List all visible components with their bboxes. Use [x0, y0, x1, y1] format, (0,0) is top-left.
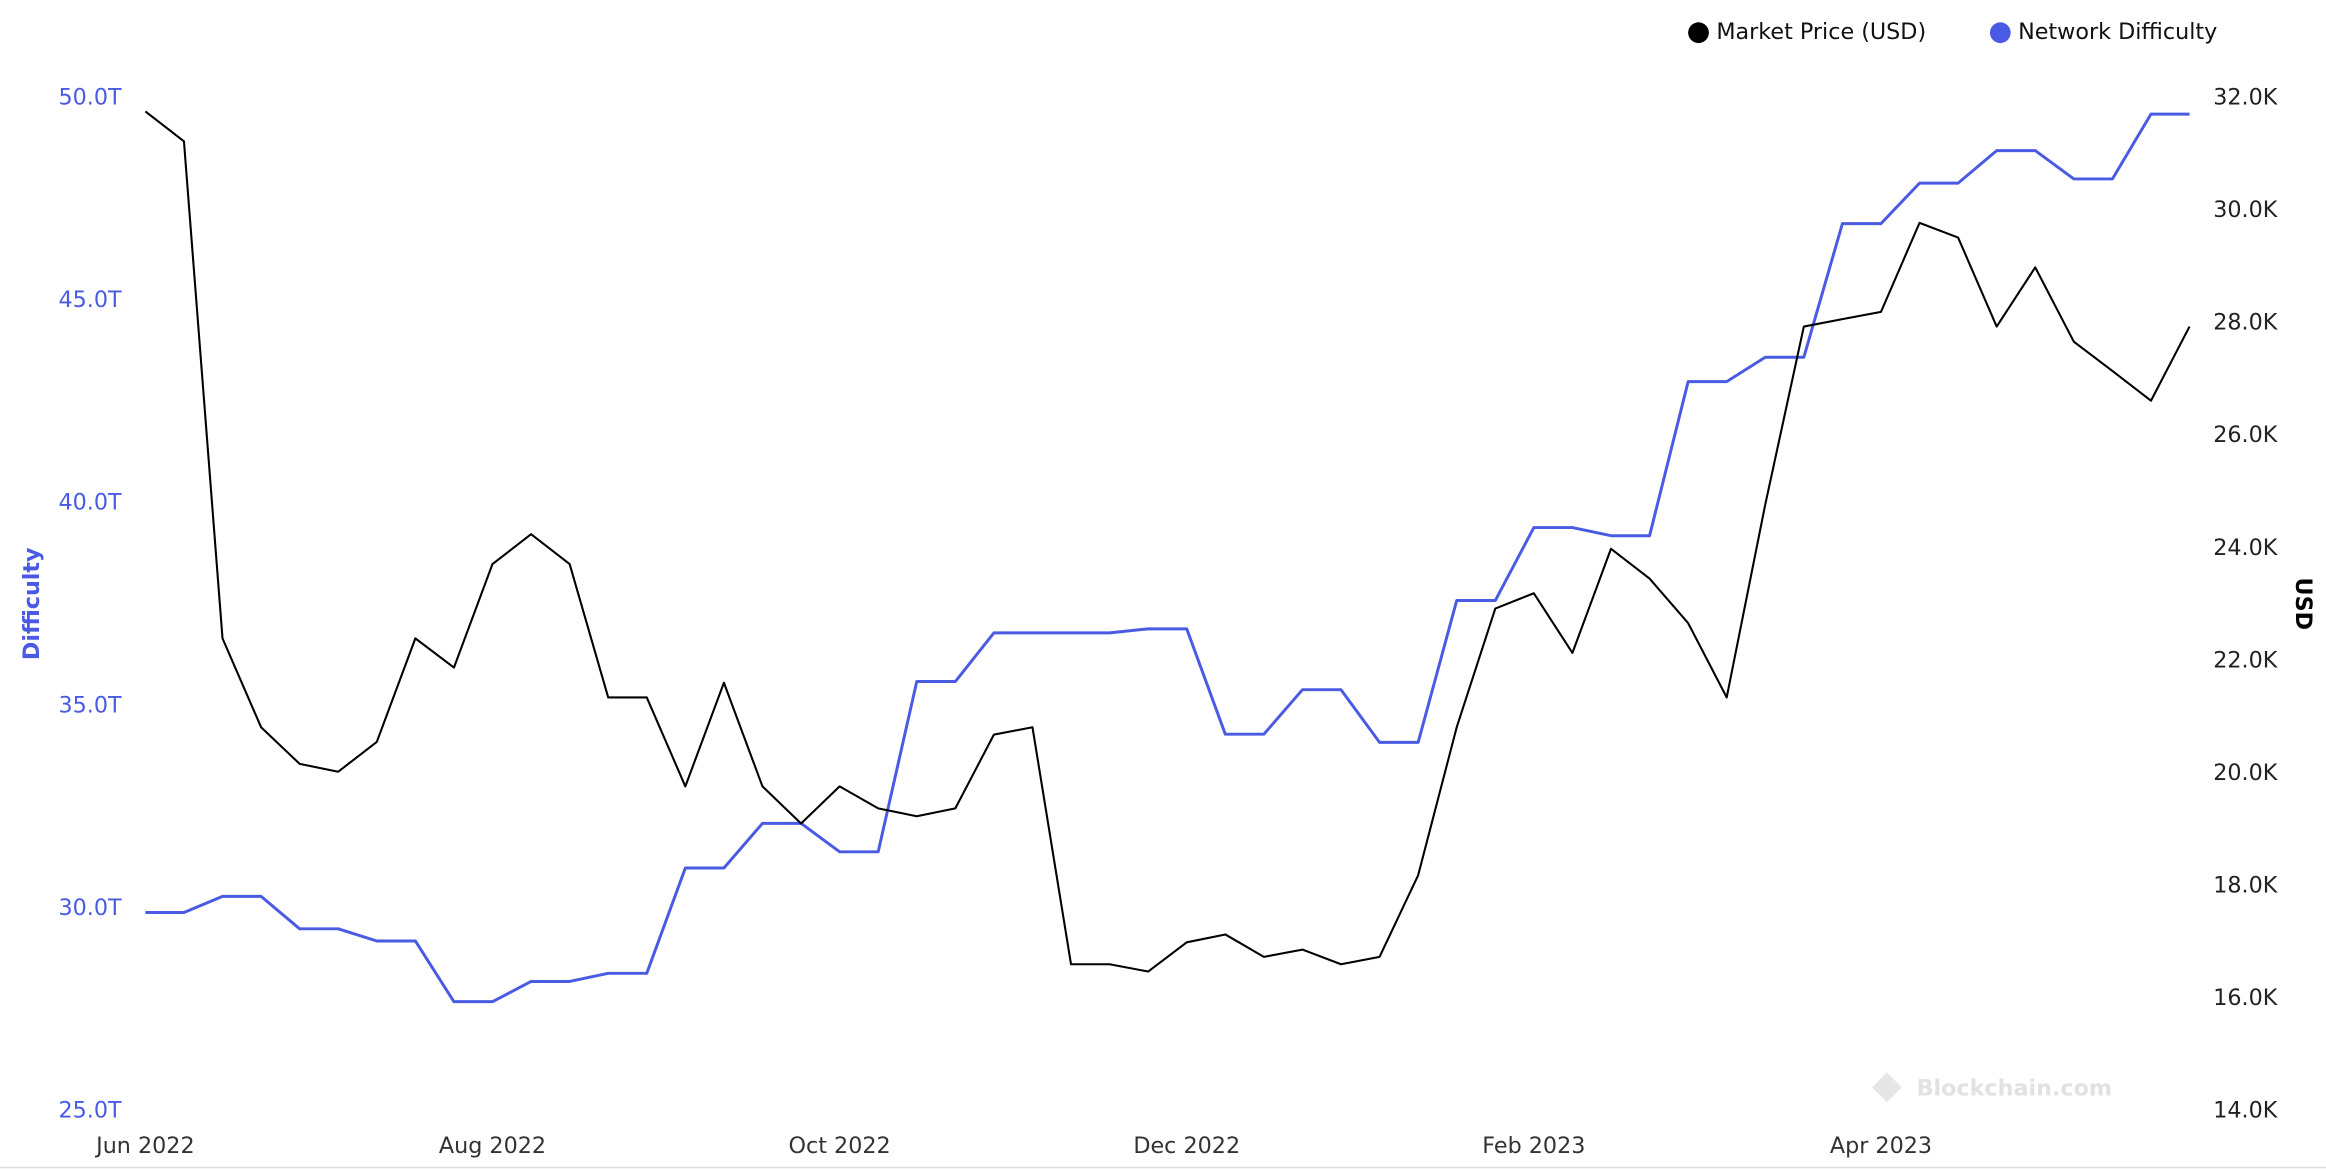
y-tick-label: 40.0T — [58, 490, 122, 516]
legend-marker — [1688, 22, 1709, 44]
watermark: Blockchain.com — [1872, 1072, 2112, 1103]
y2-tick-label: 32.0K — [2213, 84, 2279, 110]
y2-tick-label: 30.0K — [2213, 197, 2279, 223]
y2-tick-label: 18.0K — [2213, 872, 2279, 898]
legend-label: Market Price (USD) — [1716, 19, 1926, 45]
series-line — [145, 112, 2190, 1004]
y2-tick-label: 24.0K — [2213, 535, 2279, 561]
watermark-icon — [1872, 1072, 1902, 1103]
y2-tick-label: 26.0K — [2213, 422, 2279, 448]
x-tick-label: Dec 2022 — [1133, 1133, 1240, 1159]
x-tick-label: Aug 2022 — [439, 1133, 546, 1159]
y2-tick-label: 28.0K — [2213, 310, 2279, 336]
y2-tick-label: 16.0K — [2213, 985, 2279, 1011]
y2-tick-label: 14.0K — [2213, 1098, 2279, 1124]
y2-axis-title: USD — [2290, 578, 2316, 631]
y2-tick-label: 20.0K — [2213, 760, 2279, 786]
y-tick-label: 50.0T — [58, 84, 122, 110]
legend-marker — [1989, 22, 2011, 44]
x-tick-label: Oct 2022 — [789, 1133, 891, 1159]
y-tick-label: 45.0T — [58, 287, 122, 313]
y-tick-label: 35.0T — [58, 692, 122, 718]
y-tick-label: 30.0T — [58, 895, 122, 921]
x-tick-label: Feb 2023 — [1482, 1133, 1585, 1159]
series-line — [144, 110, 2191, 973]
watermark-text: Blockchain.com — [1917, 1075, 2112, 1101]
legend-label: Network Difficulty — [2018, 19, 2217, 45]
x-tick-label: Apr 2023 — [1830, 1133, 1932, 1159]
x-tick-label: Jun 2022 — [94, 1133, 194, 1159]
y2-tick-label: 22.0K — [2213, 647, 2279, 673]
y-axis-title: Difficulty — [19, 547, 45, 660]
y-tick-label: 25.0T — [58, 1098, 122, 1124]
